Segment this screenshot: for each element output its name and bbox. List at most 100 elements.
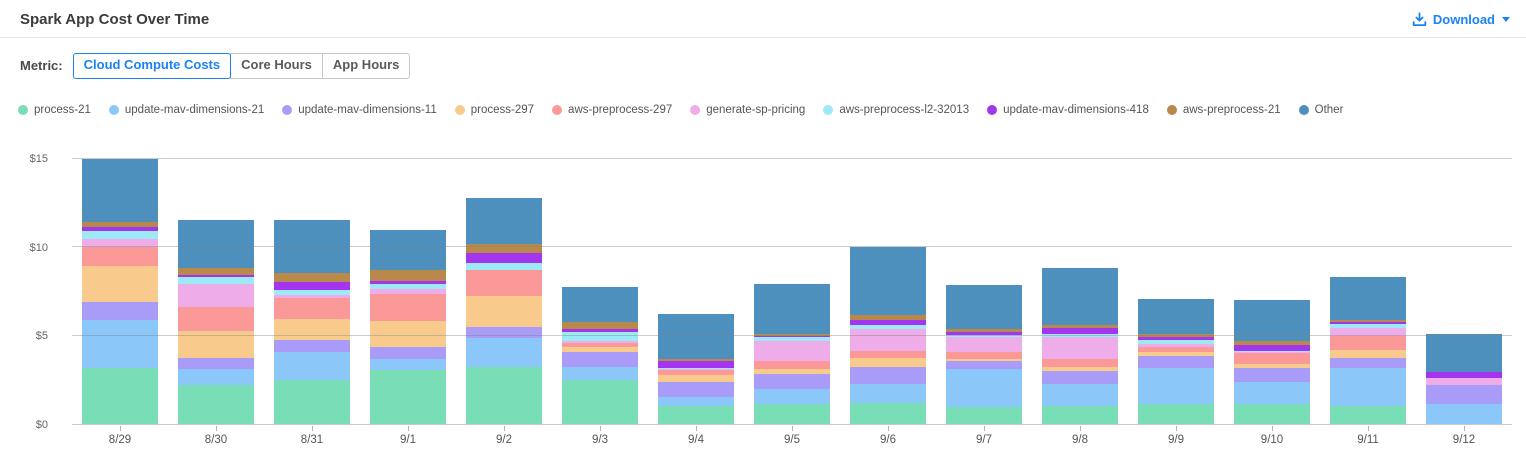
bar-segment-generate-sp-pricing[interactable] <box>561 340 639 343</box>
bar-segment-generate-sp-pricing[interactable] <box>273 295 351 298</box>
bar-segment-update-mav-dimensions-418[interactable] <box>81 227 159 232</box>
bar-segment-aws-preprocess-21[interactable] <box>273 272 351 282</box>
bar-segment-generate-sp-pricing[interactable] <box>1041 336 1119 359</box>
bar-segment-aws-preprocess-297[interactable] <box>177 307 255 332</box>
bar-segment-update-mav-dimensions-21[interactable] <box>177 369 255 386</box>
bar-segment-generate-sp-pricing[interactable] <box>1137 343 1215 348</box>
bar-segment-update-mav-dimensions-418[interactable] <box>1329 322 1407 325</box>
bar-segment-process-297[interactable] <box>369 320 447 348</box>
bar-segment-update-mav-dimensions-418[interactable] <box>1425 371 1503 379</box>
metric-button-cloud-compute-costs[interactable]: Cloud Compute Costs <box>72 53 232 79</box>
bar-segment-aws-preprocess-297[interactable] <box>849 350 927 358</box>
bar-segment-aws-preprocess-l2-32013[interactable] <box>657 368 735 370</box>
bar-segment-process-297[interactable] <box>1041 367 1119 371</box>
bar-segment-update-mav-dimensions-11[interactable] <box>177 357 255 370</box>
bar-segment-update-mav-dimensions-11[interactable] <box>273 340 351 352</box>
bar-segment-other[interactable] <box>1137 298 1215 334</box>
bar-segment-other[interactable] <box>1329 277 1407 320</box>
bar-segment-update-mav-dimensions-418[interactable] <box>1233 344 1311 351</box>
bar-segment-aws-preprocess-21[interactable] <box>81 221 159 227</box>
bar-segment-process-21[interactable] <box>561 379 639 424</box>
bar-segment-process-297[interactable] <box>561 347 639 352</box>
bar-segment-process-297[interactable] <box>657 374 735 382</box>
bar-segment-aws-preprocess-21[interactable] <box>177 267 255 275</box>
legend-item-update-mav-dimensions-11[interactable]: update-mav-dimensions-11 <box>282 104 437 116</box>
bar-segment-aws-preprocess-297[interactable] <box>369 294 447 321</box>
bar-segment-process-297[interactable] <box>1233 363 1311 369</box>
bar-segment-update-mav-dimensions-11[interactable] <box>81 302 159 320</box>
bar-segment-update-mav-dimensions-21[interactable] <box>1425 403 1503 424</box>
bar-segment-update-mav-dimensions-11[interactable] <box>1137 355 1215 369</box>
bar-8-30[interactable] <box>177 148 255 424</box>
bar-segment-process-21[interactable] <box>1041 406 1119 424</box>
bar-segment-aws-preprocess-l2-32013[interactable] <box>1233 350 1311 353</box>
bar-segment-other[interactable] <box>273 219 351 273</box>
bar-segment-update-mav-dimensions-418[interactable] <box>369 280 447 284</box>
bar-segment-update-mav-dimensions-418[interactable] <box>177 274 255 278</box>
bar-segment-update-mav-dimensions-418[interactable] <box>945 332 1023 335</box>
bar-segment-aws-preprocess-21[interactable] <box>1233 340 1311 345</box>
bar-segment-process-21[interactable] <box>369 370 447 424</box>
bar-segment-generate-sp-pricing[interactable] <box>1233 352 1311 354</box>
bar-segment-update-mav-dimensions-418[interactable] <box>1137 337 1215 341</box>
bar-segment-aws-preprocess-21[interactable] <box>1041 325 1119 328</box>
bar-segment-aws-preprocess-297[interactable] <box>753 361 831 370</box>
legend-item-update-mav-dimensions-21[interactable]: update-mav-dimensions-21 <box>108 104 264 116</box>
bar-segment-aws-preprocess-21[interactable] <box>657 358 735 362</box>
bar-9-12[interactable] <box>1425 148 1503 424</box>
bar-segment-update-mav-dimensions-21[interactable] <box>945 369 1023 408</box>
bar-9-11[interactable] <box>1329 148 1407 424</box>
bar-segment-other[interactable] <box>657 313 735 359</box>
bar-segment-update-mav-dimensions-21[interactable] <box>273 351 351 380</box>
bar-segment-aws-preprocess-297[interactable] <box>1329 335 1407 350</box>
bar-segment-aws-preprocess-l2-32013[interactable] <box>561 332 639 341</box>
bar-segment-other[interactable] <box>177 219 255 268</box>
bar-segment-other[interactable] <box>561 287 639 323</box>
bar-segment-aws-preprocess-l2-32013[interactable] <box>177 277 255 285</box>
bar-segment-aws-preprocess-297[interactable] <box>561 342 639 348</box>
bar-segment-generate-sp-pricing[interactable] <box>849 329 927 351</box>
bar-segment-update-mav-dimensions-11[interactable] <box>561 351 639 367</box>
bar-segment-aws-preprocess-297[interactable] <box>657 370 735 375</box>
bar-segment-generate-sp-pricing[interactable] <box>753 340 831 362</box>
bar-segment-aws-preprocess-21[interactable] <box>1137 333 1215 338</box>
bar-9-5[interactable] <box>753 148 831 424</box>
bar-segment-update-mav-dimensions-21[interactable] <box>81 319 159 369</box>
bar-segment-update-mav-dimensions-21[interactable] <box>465 338 543 367</box>
bar-segment-aws-preprocess-l2-32013[interactable] <box>369 283 447 289</box>
bar-segment-process-21[interactable] <box>1329 406 1407 424</box>
bar-segment-aws-preprocess-297[interactable] <box>1137 347 1215 353</box>
bar-8-31[interactable] <box>273 148 351 424</box>
bar-9-1[interactable] <box>369 148 447 424</box>
bar-segment-update-mav-dimensions-21[interactable] <box>561 366 639 380</box>
bar-segment-process-297[interactable] <box>945 358 1023 362</box>
legend-item-aws-preprocess-297[interactable]: aws-preprocess-297 <box>552 104 672 116</box>
bar-segment-aws-preprocess-21[interactable] <box>945 329 1023 333</box>
bar-segment-process-297[interactable] <box>1329 349 1407 358</box>
bar-8-29[interactable] <box>81 148 159 424</box>
bar-segment-update-mav-dimensions-418[interactable] <box>273 281 351 290</box>
bar-segment-aws-preprocess-l2-32013[interactable] <box>465 263 543 271</box>
bar-segment-update-mav-dimensions-11[interactable] <box>1329 357 1407 369</box>
bar-segment-aws-preprocess-21[interactable] <box>465 243 543 254</box>
download-button[interactable]: Download <box>1412 12 1510 27</box>
bar-9-6[interactable] <box>849 148 927 424</box>
bar-segment-generate-sp-pricing[interactable] <box>657 369 735 371</box>
bar-segment-update-mav-dimensions-21[interactable] <box>1137 368 1215 404</box>
bar-segment-update-mav-dimensions-11[interactable] <box>753 374 831 389</box>
legend-item-process-21[interactable]: process-21 <box>18 104 91 116</box>
bar-segment-process-297[interactable] <box>753 369 831 375</box>
bar-segment-aws-preprocess-l2-32013[interactable] <box>849 325 927 330</box>
bar-segment-aws-preprocess-297[interactable] <box>81 247 159 266</box>
bar-segment-aws-preprocess-297[interactable] <box>273 297 351 319</box>
bar-segment-update-mav-dimensions-11[interactable] <box>657 381 735 397</box>
bar-segment-aws-preprocess-l2-32013[interactable] <box>753 337 831 341</box>
bar-segment-update-mav-dimensions-21[interactable] <box>1329 368 1407 407</box>
bar-segment-process-21[interactable] <box>81 368 159 424</box>
legend-item-aws-preprocess-l2-32013[interactable]: aws-preprocess-l2-32013 <box>823 104 969 116</box>
bar-segment-aws-preprocess-l2-32013[interactable] <box>1041 333 1119 337</box>
bar-segment-process-21[interactable] <box>849 402 927 424</box>
bar-segment-update-mav-dimensions-418[interactable] <box>465 253 543 264</box>
bar-segment-aws-preprocess-21[interactable] <box>369 270 447 281</box>
bar-segment-aws-preprocess-21[interactable] <box>561 322 639 330</box>
